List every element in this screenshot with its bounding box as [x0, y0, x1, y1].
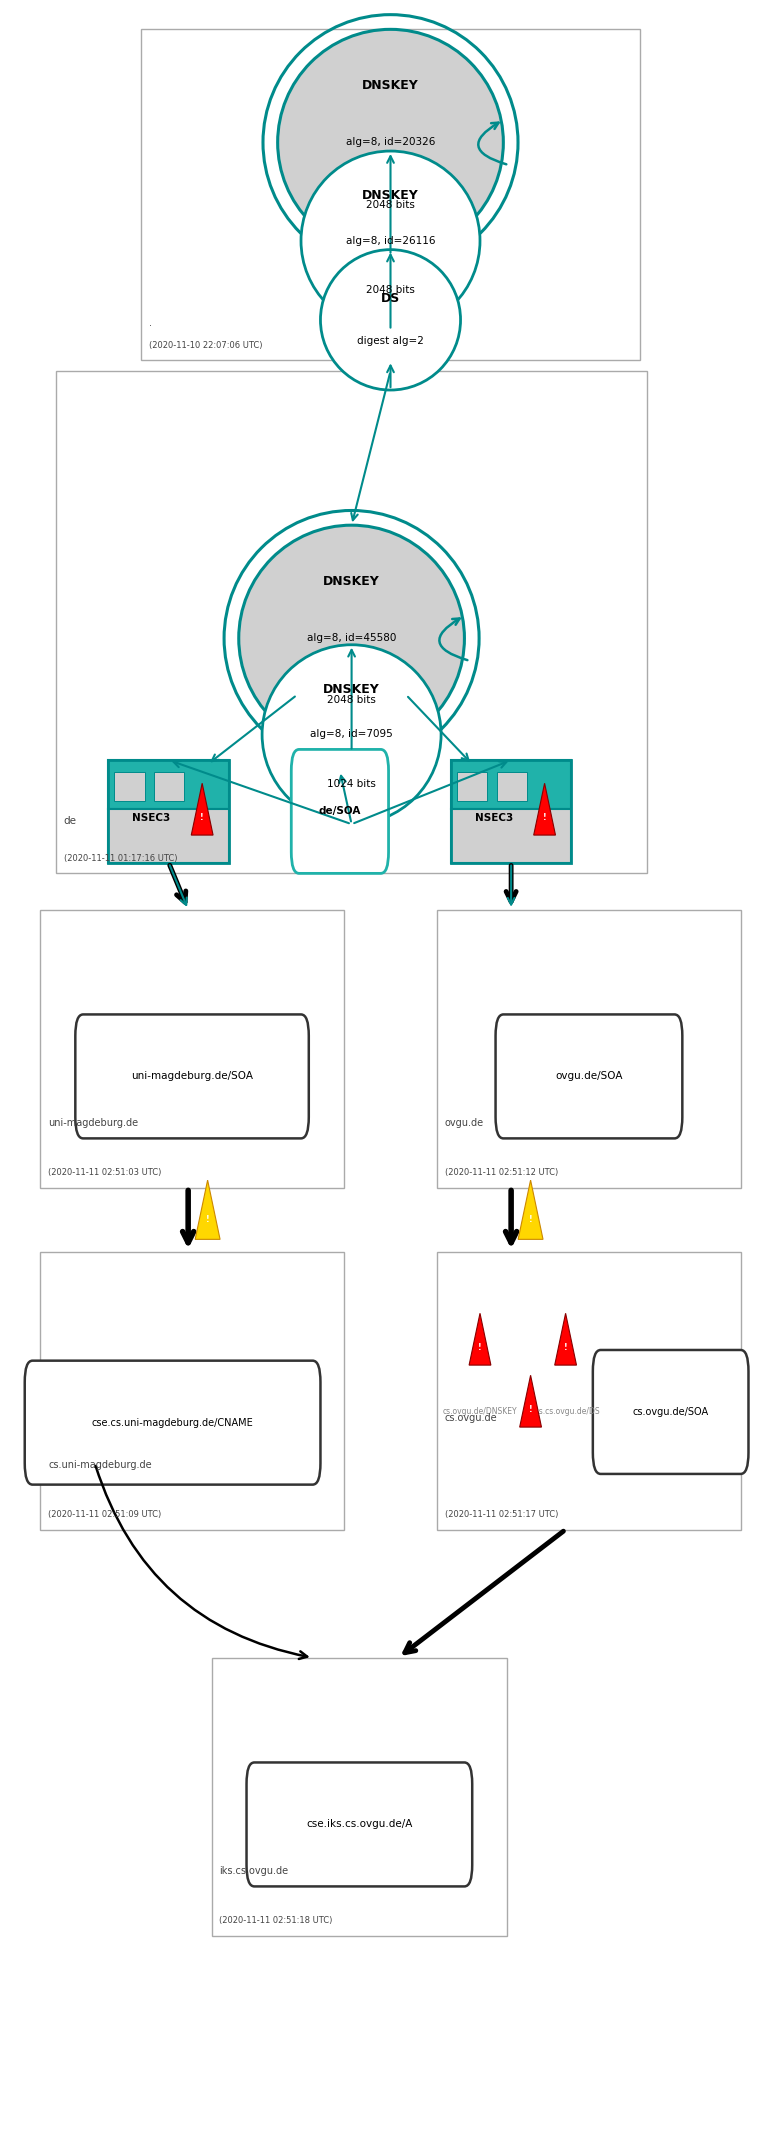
Text: cs.ovgu.de: cs.ovgu.de [445, 1412, 497, 1423]
Text: (2020-11-11 02:51:12 UTC): (2020-11-11 02:51:12 UTC) [445, 1168, 558, 1177]
Text: !: ! [206, 1216, 209, 1224]
Text: iks.cs.ovgu.de/DS: iks.cs.ovgu.de/DS [532, 1408, 599, 1417]
Text: !: ! [529, 1406, 533, 1415]
Text: DS: DS [381, 293, 400, 306]
Text: 2048 bits: 2048 bits [366, 285, 415, 295]
Text: .: . [149, 319, 152, 327]
Bar [41, 910, 344, 1188]
Ellipse shape [239, 524, 465, 751]
Text: (2020-11-11 02:51:03 UTC): (2020-11-11 02:51:03 UTC) [48, 1168, 162, 1177]
Text: !: ! [201, 813, 204, 822]
Text: cs.ovgu.de/SOA: cs.ovgu.de/SOA [633, 1406, 708, 1417]
Text: cs.ovgu.de/DNSKEY: cs.ovgu.de/DNSKEY [443, 1408, 517, 1417]
Text: de: de [63, 815, 77, 826]
Text: cse.cs.uni-magdeburg.de/CNAME: cse.cs.uni-magdeburg.de/CNAME [91, 1417, 254, 1427]
Text: uni-magdeburg.de: uni-magdeburg.de [48, 1117, 138, 1128]
Text: DNSKEY: DNSKEY [323, 683, 380, 696]
Bar [451, 809, 572, 862]
Bar [497, 773, 527, 800]
Bar [56, 370, 647, 873]
Text: !: ! [529, 1216, 533, 1224]
Text: 1024 bits: 1024 bits [327, 779, 376, 790]
FancyBboxPatch shape [75, 1014, 308, 1138]
Text: (2020-11-11 02:51:17 UTC): (2020-11-11 02:51:17 UTC) [445, 1511, 558, 1519]
Text: ovgu.de: ovgu.de [445, 1117, 484, 1128]
FancyBboxPatch shape [593, 1350, 748, 1474]
Bar [109, 809, 229, 862]
Text: uni-magdeburg.de/SOA: uni-magdeburg.de/SOA [131, 1072, 253, 1081]
Text: 2048 bits: 2048 bits [366, 199, 415, 210]
Text: alg=8, id=20326: alg=8, id=20326 [346, 137, 435, 148]
Text: DNSKEY: DNSKEY [362, 190, 419, 203]
Bar [141, 30, 640, 360]
Polygon shape [518, 1179, 543, 1239]
Ellipse shape [301, 152, 480, 330]
FancyBboxPatch shape [291, 749, 389, 873]
FancyBboxPatch shape [25, 1361, 320, 1485]
Text: ovgu.de/SOA: ovgu.de/SOA [555, 1072, 622, 1081]
Ellipse shape [262, 644, 441, 824]
Bar [437, 1252, 740, 1530]
Bar [457, 773, 487, 800]
Text: cse.iks.cs.ovgu.de/A: cse.iks.cs.ovgu.de/A [306, 1819, 412, 1830]
Text: 2048 bits: 2048 bits [327, 696, 376, 706]
Text: (2020-11-11 02:51:18 UTC): (2020-11-11 02:51:18 UTC) [219, 1915, 333, 1924]
Text: alg=8, id=7095: alg=8, id=7095 [310, 730, 393, 740]
Text: (2020-11-10 22:07:06 UTC): (2020-11-10 22:07:06 UTC) [149, 340, 262, 349]
Bar [115, 773, 144, 800]
Ellipse shape [320, 250, 461, 389]
Bar [41, 1252, 344, 1530]
Bar [212, 1658, 507, 1935]
Polygon shape [195, 1179, 220, 1239]
Polygon shape [519, 1376, 541, 1427]
Text: alg=8, id=26116: alg=8, id=26116 [346, 235, 435, 246]
Polygon shape [533, 783, 555, 835]
Text: digest alg=2: digest alg=2 [357, 336, 424, 347]
Bar [451, 760, 572, 862]
Ellipse shape [278, 30, 503, 255]
Text: DNSKEY: DNSKEY [362, 79, 419, 92]
Text: cs.uni-magdeburg.de: cs.uni-magdeburg.de [48, 1459, 152, 1470]
Text: !: ! [543, 813, 547, 822]
Text: (2020-11-11 01:17:16 UTC): (2020-11-11 01:17:16 UTC) [63, 854, 177, 862]
Bar [154, 773, 184, 800]
Bar [451, 760, 572, 809]
Text: !: ! [478, 1344, 482, 1352]
Bar [437, 910, 740, 1188]
Polygon shape [555, 1314, 576, 1365]
Text: NSEC3: NSEC3 [475, 813, 513, 822]
Text: (2020-11-11 02:51:09 UTC): (2020-11-11 02:51:09 UTC) [48, 1511, 162, 1519]
Bar [109, 760, 229, 809]
Polygon shape [191, 783, 213, 835]
Text: DNSKEY: DNSKEY [323, 576, 380, 589]
Text: iks.cs.ovgu.de: iks.cs.ovgu.de [219, 1866, 288, 1877]
FancyBboxPatch shape [247, 1763, 473, 1887]
FancyBboxPatch shape [496, 1014, 683, 1138]
Text: NSEC3: NSEC3 [133, 813, 171, 822]
Text: de/SOA: de/SOA [319, 807, 361, 815]
Text: alg=8, id=45580: alg=8, id=45580 [307, 633, 396, 644]
Polygon shape [469, 1314, 491, 1365]
Bar [109, 760, 229, 862]
Text: !: ! [564, 1344, 568, 1352]
